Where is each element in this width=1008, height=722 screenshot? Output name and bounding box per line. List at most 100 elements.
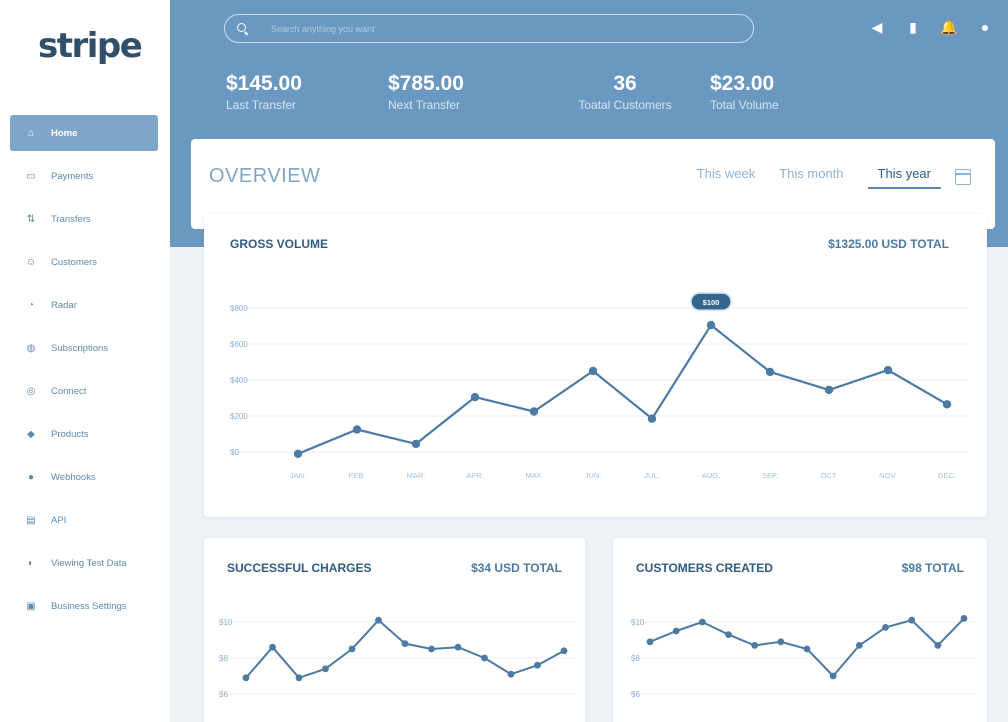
data-point[interactable]: [322, 665, 329, 673]
gross-volume-chart: $0 $200 $400 $600 $800 JAN. FEB. MAR. APR. MAY. JU…: [228, 292, 969, 480]
data-point[interactable]: [725, 631, 732, 638]
announcement-icon[interactable]: ◀: [871, 18, 883, 35]
data-point[interactable]: [829, 672, 837, 680]
stat-label: Last Transfer: [226, 98, 297, 112]
sidebar-item-products[interactable]: ◆ Products: [0, 416, 170, 452]
data-point[interactable]: [855, 642, 863, 649]
card-title: CUSTOMERS CREATED: [636, 561, 773, 575]
sidebar-item-webhooks[interactable]: ● Webhooks: [0, 459, 170, 495]
y-tick-label: $800: [230, 304, 248, 313]
sidebar-item-label: Payments: [51, 170, 94, 182]
sidebar-item-business-settings[interactable]: ▣ Business Settings: [0, 588, 170, 624]
stat-total-customers: 36 Toatal Customers: [540, 72, 710, 112]
data-point[interactable]: [428, 645, 435, 653]
data-point[interactable]: [824, 385, 834, 395]
sidebar-item-transfers[interactable]: ⇅ Transfers: [0, 201, 170, 237]
search-input[interactable]: [271, 23, 711, 34]
sidebar-item-subscriptions[interactable]: ◍ Subscriptions: [0, 330, 170, 366]
search-bar[interactable]: [224, 14, 754, 43]
data-point[interactable]: [470, 392, 480, 402]
x-tick-label: DEC.: [938, 471, 956, 480]
y-tick-label: $0: [230, 448, 239, 457]
tab-this-month[interactable]: This month: [779, 166, 844, 181]
data-point[interactable]: [269, 643, 276, 651]
stripe-logo[interactable]: stripe: [38, 26, 143, 66]
stat-last-transfer: $145.00 Last Transfer: [226, 72, 388, 112]
sidebar-item-radar[interactable]: ◔ Radar: [0, 287, 170, 323]
gross-volume-card: GROSS VOLUME $1325.00 USD TOTAL $0 $200 $4…: [204, 214, 987, 517]
calendar-icon[interactable]: [955, 169, 971, 185]
data-point[interactable]: [942, 400, 952, 409]
y-tick-label: $600: [230, 340, 248, 349]
data-point[interactable]: [242, 674, 250, 682]
series-line: [245, 619, 565, 679]
sidebar-item-api[interactable]: ▤ API: [0, 502, 170, 538]
subscriptions-icon: ◍: [26, 342, 36, 354]
sidebar: stripe ⌂ Home ▭ Payments ⇅ Transfers ☺ Customer…: [0, 0, 170, 722]
x-tick-label: APR.: [466, 471, 484, 480]
data-point[interactable]: [529, 407, 539, 416]
data-point[interactable]: [934, 642, 942, 649]
data-point[interactable]: [534, 661, 541, 669]
api-icon: ▤: [26, 514, 36, 526]
stat-value: 36: [613, 72, 637, 95]
stat-label: Total Volume: [710, 98, 779, 112]
data-point[interactable]: [908, 616, 916, 624]
data-point[interactable]: [481, 654, 488, 662]
successful-charges-chart: $6 $8 $10: [218, 616, 576, 699]
payments-icon: ▭: [26, 170, 36, 182]
data-point[interactable]: [698, 618, 706, 626]
data-point[interactable]: [352, 425, 362, 434]
data-point[interactable]: [646, 638, 654, 646]
sidebar-item-payments[interactable]: ▭ Payments: [0, 158, 170, 194]
data-point[interactable]: [883, 365, 893, 375]
sidebar-item-home[interactable]: ⌂ Home: [10, 115, 158, 151]
data-point[interactable]: [293, 449, 303, 458]
y-tick-label: $6: [631, 690, 640, 699]
sidebar-item-customers[interactable]: ☺ Customers: [0, 244, 170, 280]
book-icon[interactable]: ▮: [909, 18, 917, 35]
customers-created-card: CUSTOMERS CREATED $98 TOTAL $6 $8 $10: [613, 538, 987, 722]
y-tick-label: $8: [631, 654, 640, 663]
connect-icon: ◎: [26, 385, 36, 397]
data-point[interactable]: [560, 647, 568, 655]
tooltip-label: $100: [703, 298, 720, 307]
period-tabs: This week This month This year: [697, 166, 941, 189]
sidebar-item-label: Transfers: [51, 213, 91, 225]
sidebar-item-connect[interactable]: ◎ Connect: [0, 373, 170, 409]
y-tick-label: $8: [219, 654, 228, 663]
data-point[interactable]: [777, 638, 785, 646]
data-point[interactable]: [588, 366, 598, 376]
data-point[interactable]: [672, 627, 680, 635]
sidebar-item-viewing-test-data[interactable]: ◐ Viewing Test Data: [0, 545, 170, 581]
webhooks-icon: ●: [27, 471, 35, 483]
stat-total-volume: $23.00 Total Volume: [710, 72, 830, 112]
data-point[interactable]: [348, 645, 356, 653]
data-point[interactable]: [882, 624, 889, 631]
bell-icon[interactable]: 🔔: [940, 18, 958, 35]
settings-icon: ▣: [26, 600, 36, 612]
tab-this-year[interactable]: This year: [867, 166, 941, 189]
card-total: $34 USD TOTAL: [471, 561, 562, 575]
data-point[interactable]: [706, 320, 716, 330]
sidebar-item-label: Subscriptions: [51, 342, 109, 354]
data-point[interactable]: [960, 615, 968, 622]
data-point[interactable]: [401, 640, 409, 647]
toggle-icon: ◐: [27, 557, 35, 569]
x-tick-label: JUN.: [585, 471, 602, 480]
data-point[interactable]: [765, 367, 775, 377]
x-tick-label: JUL.: [644, 471, 659, 480]
user-icon[interactable]: ●: [980, 19, 990, 35]
y-tick-label: $400: [230, 376, 248, 385]
data-point[interactable]: [454, 643, 462, 651]
data-point[interactable]: [507, 670, 515, 678]
tab-this-week[interactable]: This week: [696, 166, 756, 181]
data-point[interactable]: [803, 645, 811, 653]
stat-next-transfer: $785.00 Next Transfer: [388, 72, 540, 112]
data-point[interactable]: [295, 674, 303, 682]
data-point[interactable]: [411, 439, 421, 449]
data-point[interactable]: [647, 414, 657, 423]
x-tick-label: SEP.: [762, 471, 778, 480]
data-point[interactable]: [375, 616, 382, 624]
data-point[interactable]: [751, 642, 759, 649]
